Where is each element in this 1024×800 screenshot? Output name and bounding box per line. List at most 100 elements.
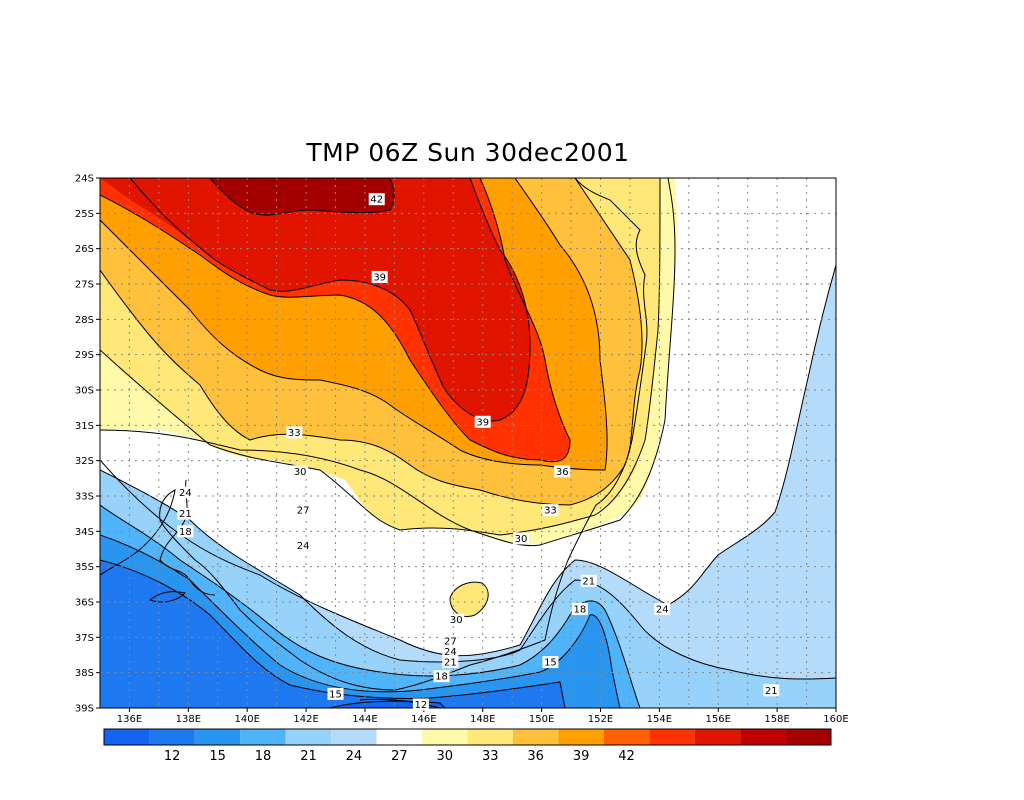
colorbar-swatch xyxy=(603,729,650,745)
lat-tick-label: 29S xyxy=(75,350,94,361)
colorbar-label: 18 xyxy=(255,749,272,764)
contour-lines xyxy=(100,178,836,708)
contour-label: 30 xyxy=(515,534,528,545)
contour-label-box xyxy=(412,698,429,711)
contour-label-box xyxy=(327,687,344,700)
contour-label-box xyxy=(371,270,388,283)
colorbar-swatch xyxy=(558,729,604,745)
colorbar-swatch xyxy=(285,729,332,745)
colorbar-swatch xyxy=(740,729,786,745)
contour-label-box xyxy=(295,539,312,552)
lat-tick-label: 34S xyxy=(75,527,94,538)
contour-label: 30 xyxy=(450,615,463,626)
lat-tick-label: 28S xyxy=(75,315,94,326)
contour-label: 15 xyxy=(544,658,557,669)
contour-label: 21 xyxy=(582,576,595,587)
map-title: TMP 06Z Sun 30dec2001 xyxy=(306,138,630,167)
lon-tick-label: 158E xyxy=(764,714,789,725)
lat-tick-label: 36S xyxy=(75,598,94,609)
colorbar-label: 21 xyxy=(300,749,317,764)
contour-label-box xyxy=(177,525,194,538)
colorbar-swatch xyxy=(376,729,423,745)
contour-label: 21 xyxy=(444,658,457,669)
lon-tick-label: 156E xyxy=(706,714,731,725)
contour-label-box xyxy=(368,193,385,206)
contour-label-box xyxy=(292,465,309,478)
contour-label-box xyxy=(295,504,312,517)
colorbar-label: 27 xyxy=(391,749,408,764)
lat-tick-label: 37S xyxy=(75,633,94,644)
colorbar-swatch xyxy=(422,729,468,745)
contour-label-box xyxy=(442,656,459,669)
lon-tick-label: 136E xyxy=(117,714,142,725)
contour-value-labels: 4239393633333030302727242424242121212118… xyxy=(177,193,780,711)
contour-label-box xyxy=(177,486,194,499)
lat-lon-grid xyxy=(100,178,836,708)
contour-label: 21 xyxy=(179,509,192,520)
colorbar-label: 36 xyxy=(527,749,544,764)
colorbar-label: 15 xyxy=(209,749,226,764)
contour-label-box xyxy=(763,684,780,697)
contour-label-box xyxy=(286,426,303,439)
contour-label: 24 xyxy=(179,488,192,499)
contour-label: 18 xyxy=(179,527,192,538)
contour-label-box xyxy=(442,634,459,647)
contour-label-box xyxy=(654,603,671,616)
longitude-axis: 136E 138E 140E 142E 144E 146E 148E 150E 152E 154E… xyxy=(117,708,849,725)
lat-tick-label: 25S xyxy=(75,209,94,220)
contour-label: 42 xyxy=(370,195,383,206)
contour-label: 39 xyxy=(476,417,489,428)
lon-tick-label: 154E xyxy=(647,714,672,725)
lat-tick-label: 31S xyxy=(75,421,94,432)
contour-label: 39 xyxy=(373,272,386,283)
contour-label-box xyxy=(512,532,529,545)
contour-label: 18 xyxy=(574,605,587,616)
lat-tick-label: 39S xyxy=(75,704,94,715)
contour-label: 24 xyxy=(297,541,310,552)
lat-tick-label: 32S xyxy=(75,456,94,467)
contour-label-box xyxy=(542,504,559,517)
lat-tick-label: 38S xyxy=(75,668,94,679)
colorbar-frame xyxy=(103,728,832,746)
contour-label-box xyxy=(177,507,194,520)
lon-tick-label: 140E xyxy=(234,714,259,725)
colorbar-label: 12 xyxy=(164,749,181,764)
contour-label: 15 xyxy=(329,689,342,700)
band-12 xyxy=(100,560,565,708)
colorbar-label: 39 xyxy=(573,749,590,764)
lon-tick-label: 160E xyxy=(823,714,848,725)
contour-label: 30 xyxy=(294,467,307,478)
colorbar-swatch xyxy=(149,729,195,745)
lon-tick-label: 144E xyxy=(352,714,377,725)
colorbar-label: 24 xyxy=(346,749,363,764)
lon-tick-label: 138E xyxy=(176,714,201,725)
lat-tick-label: 26S xyxy=(75,244,94,255)
lat-tick-label: 35S xyxy=(75,562,94,573)
contour-label-box xyxy=(571,603,588,616)
contour-label: 24 xyxy=(656,605,669,616)
band-45 xyxy=(100,178,530,421)
contour-label-box xyxy=(554,465,571,478)
contour-label: 27 xyxy=(444,636,457,647)
contour-label-box xyxy=(474,415,491,428)
latitude-axis: 24S 25S 26S 27S 28S 29S 30S 31S 32S 33S 34S 35S 36S 3… xyxy=(75,174,100,715)
contour-label-box xyxy=(442,645,459,658)
contour-label: 12 xyxy=(415,700,428,711)
lat-tick-label: 30S xyxy=(75,386,94,397)
colorbar-label: 33 xyxy=(482,749,499,764)
colorbar-swatch xyxy=(512,729,559,745)
lat-tick-label: 27S xyxy=(75,280,94,291)
contour-label-box xyxy=(542,656,559,669)
colorbar-swatch xyxy=(331,729,377,745)
plot-frame xyxy=(99,177,837,709)
colorbar-swatch xyxy=(194,729,241,745)
colorbar-swatch xyxy=(104,729,150,745)
contour-label: 18 xyxy=(435,672,448,683)
lon-tick-label: 142E xyxy=(293,714,318,725)
colorbar-legend: 12 15 18 21 24 27 30 33 36 39 42 xyxy=(103,728,832,764)
lon-tick-label: 152E xyxy=(588,714,613,725)
contour-label: 36 xyxy=(556,467,569,478)
contour-label: 24 xyxy=(444,647,457,658)
contour-label: 33 xyxy=(288,428,301,439)
